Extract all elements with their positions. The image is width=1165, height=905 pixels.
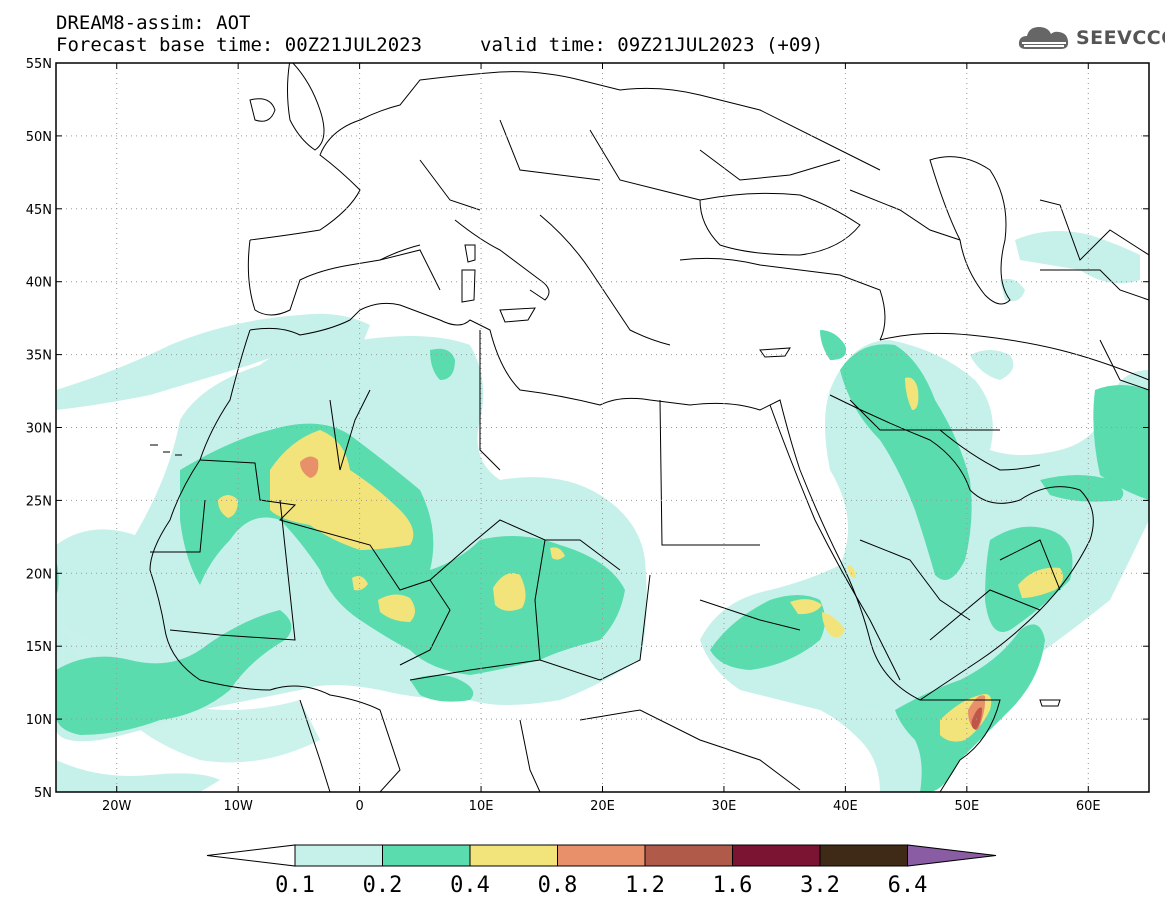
colorbar-label: 0.8 — [538, 873, 578, 898]
colorbar-cell — [732, 844, 821, 867]
aot-field — [56, 63, 1149, 792]
colorbar-cell — [469, 844, 558, 867]
lat-tick-label: 5N — [34, 786, 52, 801]
lon-tick-label: 10W — [223, 799, 253, 814]
lon-tick-label: 20E — [590, 799, 615, 814]
lon-tick-label: 0 — [355, 799, 363, 814]
colorbar-cell — [294, 844, 383, 867]
coastlines-borders — [149, 63, 1149, 792]
map-title: DREAM8-assim: AOT — [56, 12, 251, 34]
colorbar-label: 0.4 — [450, 873, 490, 898]
lat-tick-label: 25N — [26, 494, 52, 509]
grid-lines — [56, 63, 1149, 792]
colorbar-over-arrow — [907, 844, 997, 867]
forecast-base-time: Forecast base time: 00Z21JUL2023 — [56, 34, 423, 56]
lat-tick-label: 55N — [26, 57, 52, 72]
colorbar-label: 1.6 — [713, 873, 753, 898]
lon-tick-label: 40E — [833, 799, 858, 814]
lat-tick-label: 40N — [26, 276, 52, 291]
lon-tick-label: 50E — [954, 799, 979, 814]
seevccc-logo: SEEVCCC — [1016, 20, 1165, 56]
colorbar-label: 3.2 — [800, 873, 840, 898]
colorbar-cell — [557, 844, 646, 867]
cloud-icon — [1018, 27, 1069, 49]
colorbar-label: 1.2 — [625, 873, 665, 898]
lat-tick-label: 50N — [26, 130, 52, 145]
lat-tick-label: 35N — [26, 349, 52, 364]
lon-tick-label: 20W — [102, 799, 132, 814]
lon-tick-label: 60E — [1076, 799, 1101, 814]
lon-tick-label: 10E — [469, 799, 494, 814]
colorbar-cell — [819, 844, 908, 867]
lat-tick-label: 10N — [26, 713, 52, 728]
colorbar-label: 0.1 — [275, 873, 315, 898]
colorbar-cell — [382, 844, 471, 867]
lat-tick-label: 45N — [26, 203, 52, 218]
lat-tick-label: 30N — [26, 422, 52, 437]
lat-tick-label: 20N — [26, 567, 52, 582]
lon-tick-label: 30E — [712, 799, 737, 814]
colorbar-label: 0.2 — [363, 873, 403, 898]
axis-ticks: 5N 10N 15N 20N 25N 30N 35N 40N 45N 50N 55N 20W 10W 0 1… — [26, 57, 1149, 814]
valid-time: valid time: 09Z21JUL2023 (+09) — [480, 34, 824, 56]
colorbar-under-arrow — [206, 844, 296, 867]
colorbar-label: 6.4 — [888, 873, 928, 898]
lat-tick-label: 15N — [26, 640, 52, 655]
colorbar-cell — [644, 844, 733, 867]
logo-text: SEEVCCC — [1076, 27, 1165, 49]
